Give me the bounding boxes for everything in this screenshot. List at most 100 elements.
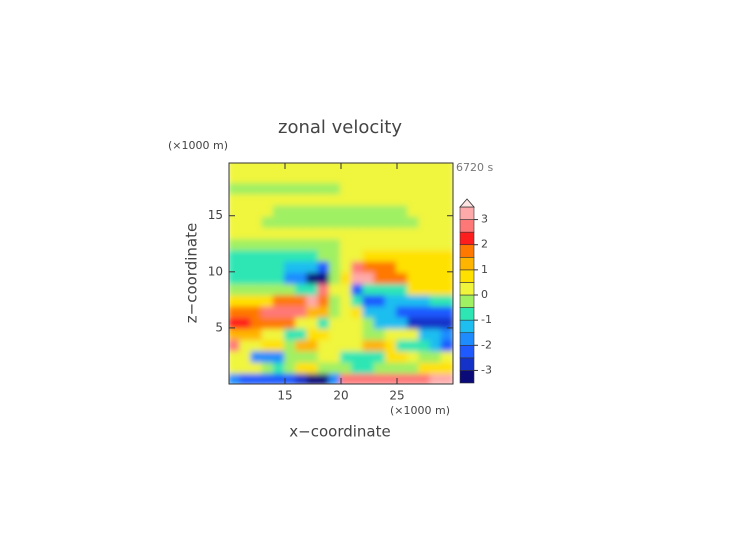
cell: [328, 371, 342, 384]
cell: [418, 203, 432, 217]
cell: [229, 371, 242, 384]
colorbar-swatch: [459, 357, 475, 371]
cell: [284, 192, 298, 206]
cell: [328, 163, 342, 172]
cell: [317, 259, 331, 273]
cell: [418, 338, 432, 352]
cell: [239, 214, 253, 228]
cell: [340, 181, 354, 195]
cell: [407, 225, 421, 240]
colorbar-swatch: [459, 256, 475, 271]
cell: [295, 371, 309, 384]
colorbar-swatch: [459, 370, 475, 384]
cell: [440, 360, 453, 374]
cell: [261, 293, 275, 307]
cell: [351, 326, 365, 341]
y-tick-label: 5: [215, 320, 223, 334]
cell: [306, 270, 320, 285]
cell: [418, 315, 432, 329]
cell: [351, 214, 365, 228]
colorbar-tick-label: 1: [481, 263, 488, 276]
cell: [272, 270, 286, 285]
cell: [418, 282, 432, 296]
cell: [340, 259, 354, 273]
cell: [351, 203, 365, 217]
colorbar-tick-label: 2: [481, 238, 488, 251]
cell: [295, 259, 309, 273]
cell: [295, 163, 309, 172]
cell: [328, 169, 342, 184]
cell: [407, 282, 421, 296]
cell: [328, 338, 342, 352]
cell: [328, 248, 342, 262]
cell: [362, 304, 376, 318]
cell: [418, 270, 432, 285]
cell: [306, 371, 320, 384]
cell: [373, 293, 387, 307]
cell: [306, 282, 320, 296]
colorbar-swatch: [459, 307, 475, 321]
cell: [440, 259, 453, 273]
cell: [373, 203, 387, 217]
colorbar-tick-label: 0: [481, 288, 488, 301]
cell: [407, 326, 421, 341]
cell: [306, 360, 320, 374]
cell: [340, 248, 354, 262]
cell: [362, 326, 376, 341]
colorbar-swatch: [459, 294, 475, 308]
cell: [396, 360, 410, 374]
cell: [284, 214, 298, 228]
cell: [239, 282, 253, 296]
cells: [229, 163, 453, 384]
cell: [272, 259, 286, 273]
cell: [429, 248, 443, 262]
cell: [284, 304, 298, 318]
cell: [239, 169, 253, 184]
cell: [239, 259, 253, 273]
cell: [384, 248, 398, 262]
cell: [373, 214, 387, 228]
cell: [407, 270, 421, 285]
cell: [261, 192, 275, 206]
cell: [362, 181, 376, 195]
cell: [328, 360, 342, 374]
cell: [328, 225, 342, 240]
cell: [229, 214, 242, 228]
cell: [340, 338, 354, 352]
cell: [351, 315, 365, 329]
cell: [229, 282, 242, 296]
cell: [250, 304, 264, 318]
cell: [250, 163, 264, 172]
cell: [328, 304, 342, 318]
cell: [340, 270, 354, 285]
cell: [418, 304, 432, 318]
cell: [418, 248, 432, 262]
cell: [317, 248, 331, 262]
cell: [384, 214, 398, 228]
cell: [272, 315, 286, 329]
cell: [362, 237, 376, 251]
cell: [272, 282, 286, 296]
cell: [239, 192, 253, 206]
cell: [407, 371, 421, 384]
cell: [429, 304, 443, 318]
cell: [418, 360, 432, 374]
cell: [306, 163, 320, 172]
cell: [373, 225, 387, 240]
cell: [351, 225, 365, 240]
cell: [340, 349, 354, 363]
cell: [440, 192, 453, 206]
cell: [362, 225, 376, 240]
cell: [429, 181, 443, 195]
cell: [317, 349, 331, 363]
cell: [429, 326, 443, 341]
cell: [418, 293, 432, 307]
cell: [373, 304, 387, 318]
cell: [351, 338, 365, 352]
cell: [340, 282, 354, 296]
cell: [284, 371, 298, 384]
cell: [272, 225, 286, 240]
cell: [261, 304, 275, 318]
time-label: 6720 s: [456, 161, 493, 174]
